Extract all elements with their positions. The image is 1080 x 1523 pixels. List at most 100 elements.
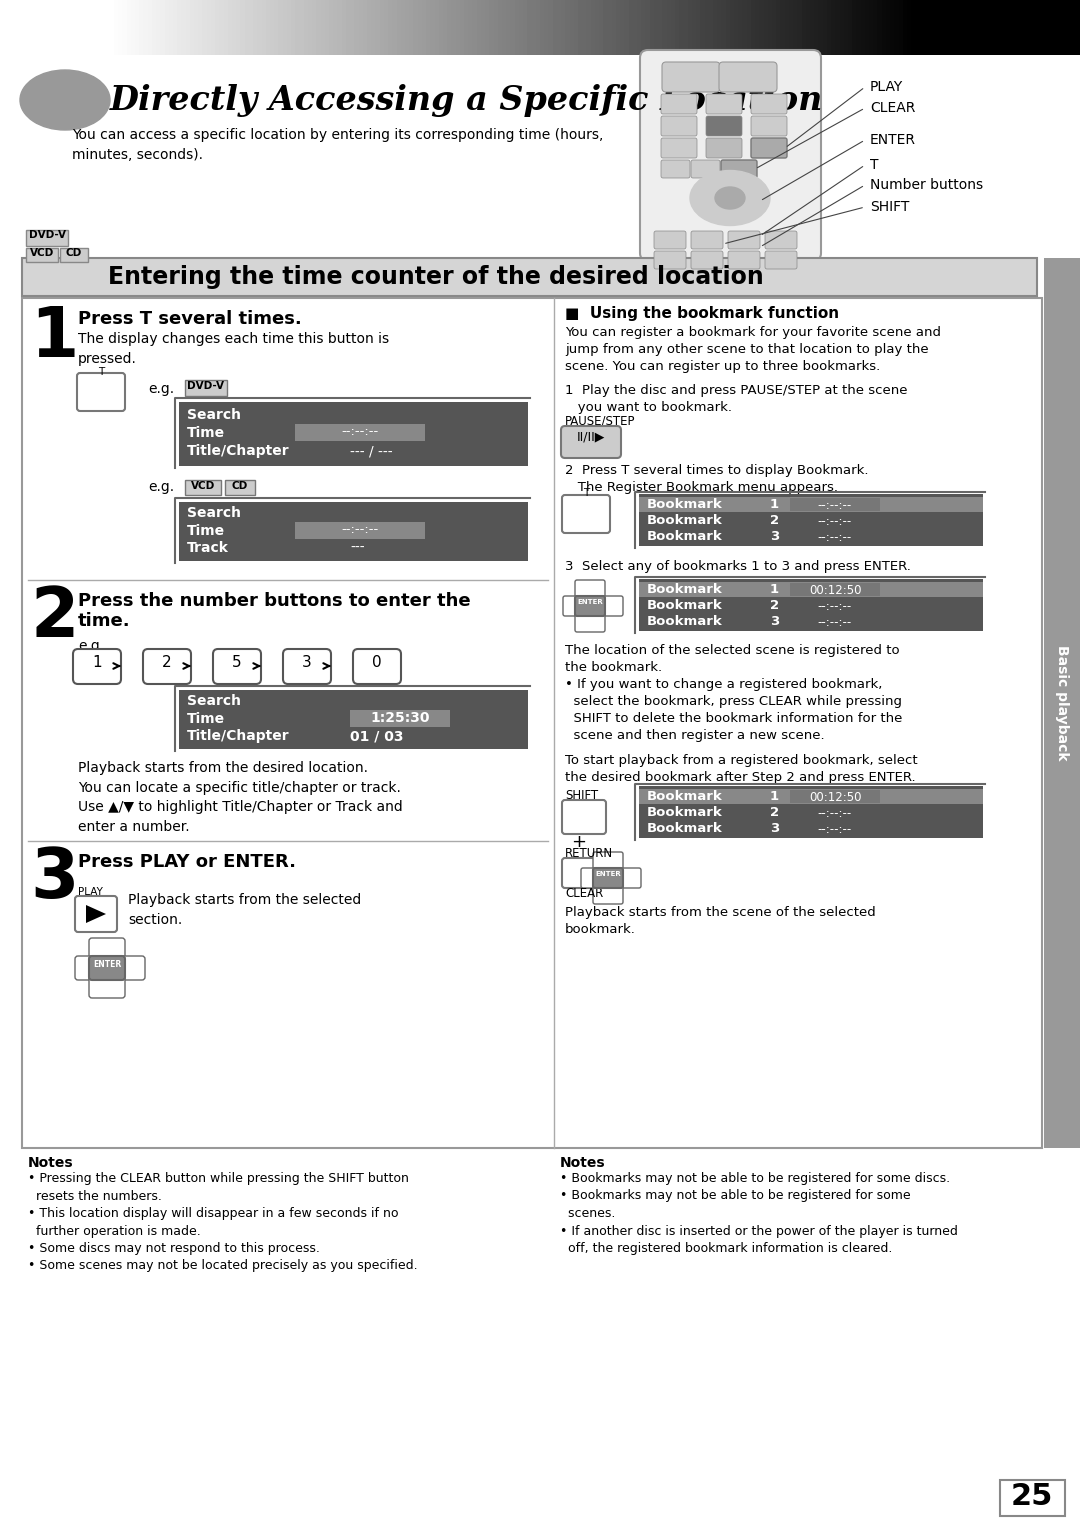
Polygon shape	[86, 905, 106, 923]
FancyBboxPatch shape	[89, 938, 125, 963]
FancyBboxPatch shape	[654, 231, 686, 248]
Text: Search: Search	[187, 694, 241, 708]
Bar	[22, 257, 1037, 295]
Text: 1  Play the disc and press PAUSE/STEP at the scene
   you want to bookmark.: 1 Play the disc and press PAUSE/STEP at …	[565, 384, 907, 414]
Bar	[789, 498, 880, 512]
Text: Bookmark: Bookmark	[647, 806, 723, 819]
FancyBboxPatch shape	[706, 139, 742, 158]
FancyBboxPatch shape	[593, 851, 623, 873]
Ellipse shape	[21, 70, 110, 129]
Text: Bookmark: Bookmark	[647, 498, 723, 512]
Text: • Bookmarks may not be able to be registered for some discs.
• Bookmarks may not: • Bookmarks may not be able to be regist…	[561, 1173, 958, 1255]
Text: Basic playback: Basic playback	[1055, 646, 1069, 762]
FancyBboxPatch shape	[575, 612, 605, 632]
Text: 00:12:50: 00:12:50	[809, 790, 861, 804]
FancyBboxPatch shape	[143, 649, 191, 684]
FancyBboxPatch shape	[719, 62, 777, 91]
Text: PAUSE/STEP: PAUSE/STEP	[565, 414, 635, 426]
Text: e.g.: e.g.	[148, 382, 174, 396]
Text: Playback starts from the scene of the selected
bookmark.: Playback starts from the scene of the se…	[565, 906, 876, 937]
FancyBboxPatch shape	[603, 595, 623, 615]
FancyBboxPatch shape	[562, 495, 610, 533]
Text: 1: 1	[770, 583, 779, 595]
Text: 2  Press T several times to display Bookmark.
   The Register Bookmark menu appe: 2 Press T several times to display Bookm…	[565, 465, 868, 493]
Text: Time: Time	[187, 426, 225, 440]
Text: CD: CD	[66, 248, 82, 257]
Text: Directly Accessing a Specific Location: Directly Accessing a Specific Location	[110, 84, 823, 116]
Text: time.: time.	[78, 612, 131, 631]
Text: 2: 2	[770, 513, 779, 527]
FancyBboxPatch shape	[581, 868, 600, 888]
Text: 0: 0	[373, 655, 382, 670]
Text: Notes: Notes	[561, 1156, 606, 1170]
Bar	[789, 583, 880, 595]
Text: Bookmark: Bookmark	[647, 513, 723, 527]
Text: T: T	[870, 158, 878, 172]
Text: DVD-V: DVD-V	[28, 230, 66, 241]
FancyBboxPatch shape	[77, 373, 125, 411]
FancyBboxPatch shape	[751, 116, 787, 136]
FancyBboxPatch shape	[661, 160, 690, 178]
Text: SHIFT: SHIFT	[870, 200, 909, 215]
Text: 25: 25	[1011, 1482, 1053, 1511]
Bar	[179, 690, 528, 749]
Text: 2: 2	[162, 655, 172, 670]
Text: Bookmark: Bookmark	[647, 599, 723, 612]
Bar	[789, 599, 880, 612]
Text: • If you want to change a registered bookmark,
  select the bookmark, press CLEA: • If you want to change a registered boo…	[565, 678, 903, 742]
Text: Title/Chapter: Title/Chapter	[187, 730, 289, 743]
Text: Title/Chapter: Title/Chapter	[187, 445, 289, 458]
Text: --:--:--: --:--:--	[818, 532, 852, 544]
Text: --:--:--: --:--:--	[341, 522, 379, 536]
Text: VCD: VCD	[30, 248, 54, 257]
Bar	[26, 230, 68, 247]
FancyBboxPatch shape	[593, 868, 623, 888]
FancyBboxPatch shape	[89, 956, 125, 979]
Text: 01 / 03: 01 / 03	[350, 730, 404, 743]
Text: --- / ---: --- / ---	[350, 445, 393, 458]
FancyBboxPatch shape	[75, 956, 99, 979]
Text: --:--:--: --:--:--	[818, 515, 852, 528]
Bar	[185, 381, 227, 396]
Text: Search: Search	[187, 408, 241, 422]
Bar	[639, 496, 983, 512]
Text: 3: 3	[770, 615, 780, 627]
Bar	[60, 248, 87, 262]
Text: Bookmark: Bookmark	[647, 790, 723, 803]
Text: 1:25:30: 1:25:30	[370, 711, 430, 725]
Text: ENTER: ENTER	[870, 133, 916, 148]
FancyBboxPatch shape	[562, 800, 606, 835]
Text: --:--:--: --:--:--	[341, 425, 379, 439]
Text: You can register a bookmark for your favorite scene and
jump from any other scen: You can register a bookmark for your fav…	[565, 326, 941, 373]
Bar	[789, 615, 880, 627]
Bar	[295, 522, 426, 539]
Bar	[225, 480, 255, 495]
Text: 2: 2	[770, 599, 779, 612]
Text: 00:12:50: 00:12:50	[809, 583, 861, 597]
FancyBboxPatch shape	[661, 94, 697, 114]
Text: ENTER: ENTER	[577, 599, 603, 605]
Text: Entering the time counter of the desired location: Entering the time counter of the desired…	[108, 265, 764, 289]
FancyBboxPatch shape	[662, 62, 720, 91]
Text: Time: Time	[187, 711, 225, 726]
FancyBboxPatch shape	[661, 139, 697, 158]
FancyBboxPatch shape	[691, 231, 723, 248]
Text: --:--:--: --:--:--	[818, 822, 852, 836]
Text: 1: 1	[770, 498, 779, 512]
FancyBboxPatch shape	[640, 50, 821, 260]
Text: 2: 2	[30, 583, 79, 650]
Text: ■  Using the bookmark function: ■ Using the bookmark function	[565, 306, 839, 321]
Text: Notes: Notes	[28, 1156, 73, 1170]
Text: DVD-V: DVD-V	[188, 381, 225, 391]
FancyBboxPatch shape	[706, 94, 742, 114]
Text: VCD: VCD	[191, 481, 215, 490]
Bar	[1000, 1480, 1065, 1515]
Text: Bookmark: Bookmark	[647, 583, 723, 595]
Text: ENTER: ENTER	[595, 871, 621, 877]
Text: Time: Time	[187, 524, 225, 538]
Text: PLAY: PLAY	[870, 81, 903, 94]
Text: PLAY: PLAY	[78, 886, 103, 897]
FancyBboxPatch shape	[721, 160, 757, 178]
FancyBboxPatch shape	[621, 868, 642, 888]
FancyBboxPatch shape	[575, 580, 605, 600]
